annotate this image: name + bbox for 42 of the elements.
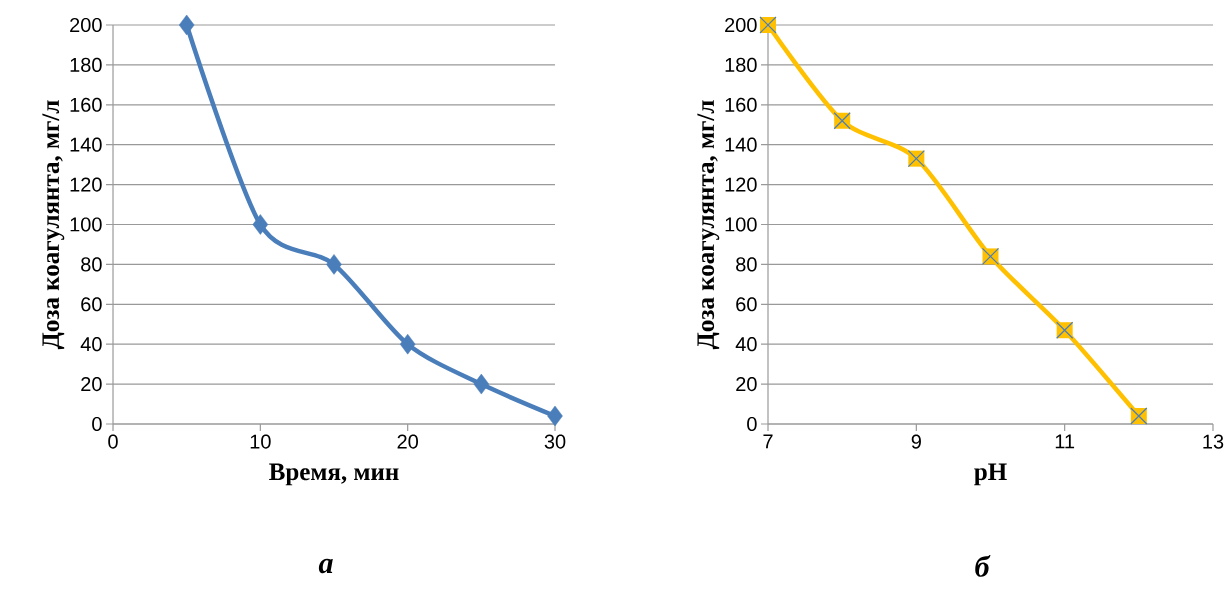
y-tick-label: 40: [80, 337, 102, 352]
text: а: [318, 558, 333, 574]
y-tick-label: 200: [725, 17, 757, 33]
point: [326, 254, 342, 275]
point: [473, 373, 490, 395]
y-tick-label: 160: [725, 97, 757, 112]
y-tick-label: 80: [736, 257, 757, 272]
y-tick-label: 80: [81, 257, 102, 272]
y-axis-title: Доза коагулянта, мг/л: [42, 100, 65, 350]
y-tick-label: 180: [70, 57, 102, 72]
y-tick-label: 140: [70, 137, 102, 152]
y-tick-label: 20: [81, 377, 102, 392]
x-tick-label: 20: [397, 434, 419, 449]
point: [252, 214, 269, 235]
x-axis-title: pH: [974, 463, 1007, 486]
y-tick-label: 100: [70, 217, 102, 232]
y-tick-label: 40: [735, 337, 757, 352]
x-tick-label: 0: [108, 434, 118, 449]
y-tick-label: 200: [70, 17, 102, 33]
x-tick-label: 9: [911, 434, 921, 449]
y-tick-label: 60: [736, 297, 757, 312]
x-tick-label: 10: [250, 434, 271, 449]
x-tick-label: 13: [1203, 434, 1224, 449]
x-axis-title: Время, мин: [269, 463, 399, 486]
text: б: [975, 555, 991, 577]
y-tick-label: 0: [92, 416, 102, 432]
x-tick-label: 7: [763, 434, 773, 449]
point: [547, 405, 563, 427]
point: [399, 333, 416, 355]
y-axis-title: Доза коагулянта, мг/л: [697, 100, 720, 350]
y-tick-label: 100: [725, 217, 757, 232]
y-tick-label: 60: [81, 297, 102, 312]
y-tick-label: 120: [725, 177, 757, 192]
x-tick-label: 30: [544, 434, 566, 449]
y-tick-label: 160: [70, 97, 102, 112]
y-tick-label: 180: [725, 57, 757, 72]
point: [178, 14, 195, 36]
y-tick-label: 120: [70, 177, 102, 192]
y-tick-label: 0: [747, 416, 757, 432]
y-tick-label: 140: [725, 137, 757, 152]
y-tick-label: 20: [736, 377, 757, 392]
x-tick-label: 11: [1055, 434, 1075, 449]
